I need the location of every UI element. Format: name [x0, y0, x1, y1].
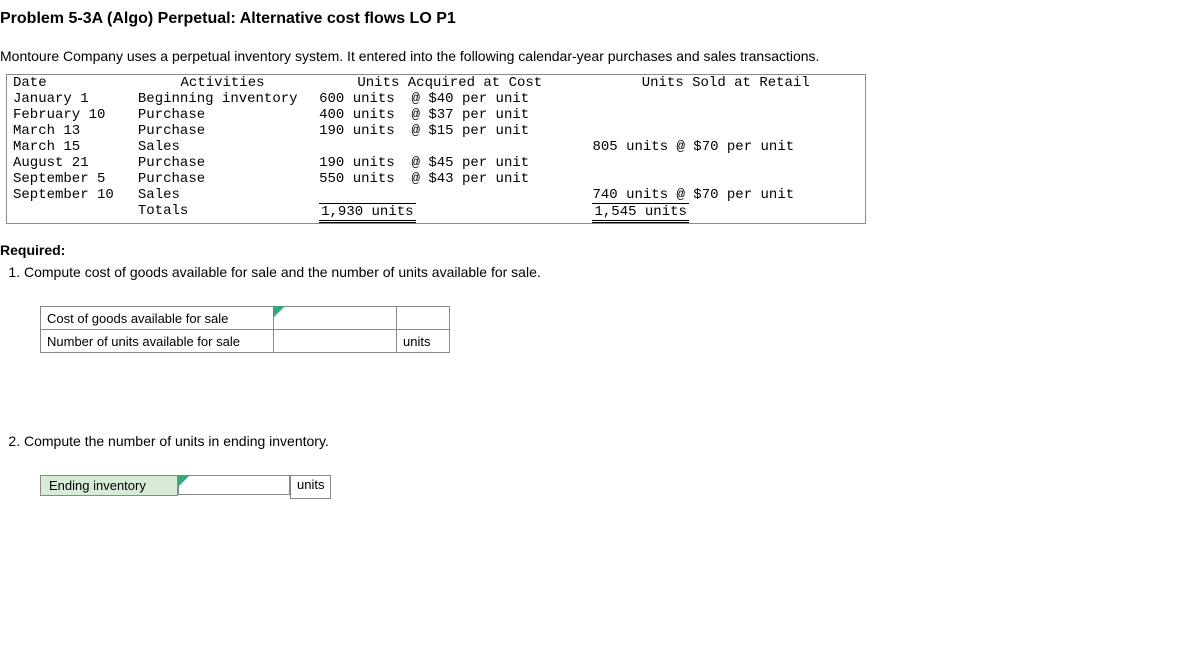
cell: [313, 139, 586, 155]
header-activities: Activities: [132, 75, 313, 92]
ending-inventory-input[interactable]: [179, 476, 289, 494]
answer-block-2: Ending inventory units: [40, 475, 1200, 499]
cell: March 13: [7, 123, 132, 139]
totals-label: Totals: [132, 203, 313, 224]
cell: [586, 171, 865, 187]
required-heading: Required:: [0, 224, 1200, 264]
cell: Sales: [132, 187, 313, 203]
cell: Sales: [132, 139, 313, 155]
cell: 550 units @ $43 per unit: [313, 171, 586, 187]
totals-sold: 1,545 units: [586, 203, 865, 224]
units-available-unit: units: [397, 330, 450, 353]
header-date: Date: [7, 75, 132, 92]
cell: [586, 107, 865, 123]
units-available-label: Number of units available for sale: [41, 330, 274, 353]
corner-tick-icon: [273, 306, 285, 318]
header-sold: Units Sold at Retail: [586, 75, 865, 92]
answer-block-1: Cost of goods available for sale Number …: [40, 306, 1200, 353]
cell: 805 units @ $70 per unit: [586, 139, 865, 155]
header-acquired: Units Acquired at Cost: [313, 75, 586, 92]
units-available-input[interactable]: [280, 332, 390, 350]
cell: Purchase: [132, 123, 313, 139]
ending-inventory-label: Ending inventory: [40, 475, 178, 496]
cogs-available-label: Cost of goods available for sale: [41, 307, 274, 330]
cell: [313, 187, 586, 203]
cell: January 1: [7, 91, 132, 107]
totals-acq: 1,930 units: [313, 203, 586, 224]
cell: [7, 203, 132, 224]
problem-title: Problem 5-3A (Algo) Perpetual: Alternati…: [0, 0, 1200, 48]
cell: 190 units @ $15 per unit: [313, 123, 586, 139]
cell: [586, 155, 865, 171]
cell: 600 units @ $40 per unit: [313, 91, 586, 107]
cogs-available-unit: [397, 307, 450, 330]
ending-inventory-input-cell[interactable]: [178, 475, 290, 495]
cogs-available-input[interactable]: [280, 309, 390, 327]
requirement-1: Compute cost of goods available for sale…: [24, 264, 1200, 286]
cell: 400 units @ $37 per unit: [313, 107, 586, 123]
cell: [586, 91, 865, 107]
cell: 190 units @ $45 per unit: [313, 155, 586, 171]
intro-text: Montoure Company uses a perpetual invent…: [0, 48, 1200, 74]
cell: September 10: [7, 187, 132, 203]
cell: September 5: [7, 171, 132, 187]
cell: [586, 123, 865, 139]
corner-tick-icon: [178, 475, 190, 487]
cell: Purchase: [132, 155, 313, 171]
cell: Purchase: [132, 107, 313, 123]
cell: Purchase: [132, 171, 313, 187]
cell: 740 units @ $70 per unit: [586, 187, 865, 203]
cell: Beginning inventory: [132, 91, 313, 107]
cell: February 10: [7, 107, 132, 123]
ending-inventory-unit: units: [290, 475, 331, 499]
cell: August 21: [7, 155, 132, 171]
cogs-available-input-cell[interactable]: [274, 307, 397, 330]
cell: March 15: [7, 139, 132, 155]
units-available-input-cell[interactable]: [274, 330, 397, 353]
requirement-2: Compute the number of units in ending in…: [24, 433, 1200, 455]
transactions-table: Date Activities Units Acquired at Cost U…: [6, 74, 866, 224]
